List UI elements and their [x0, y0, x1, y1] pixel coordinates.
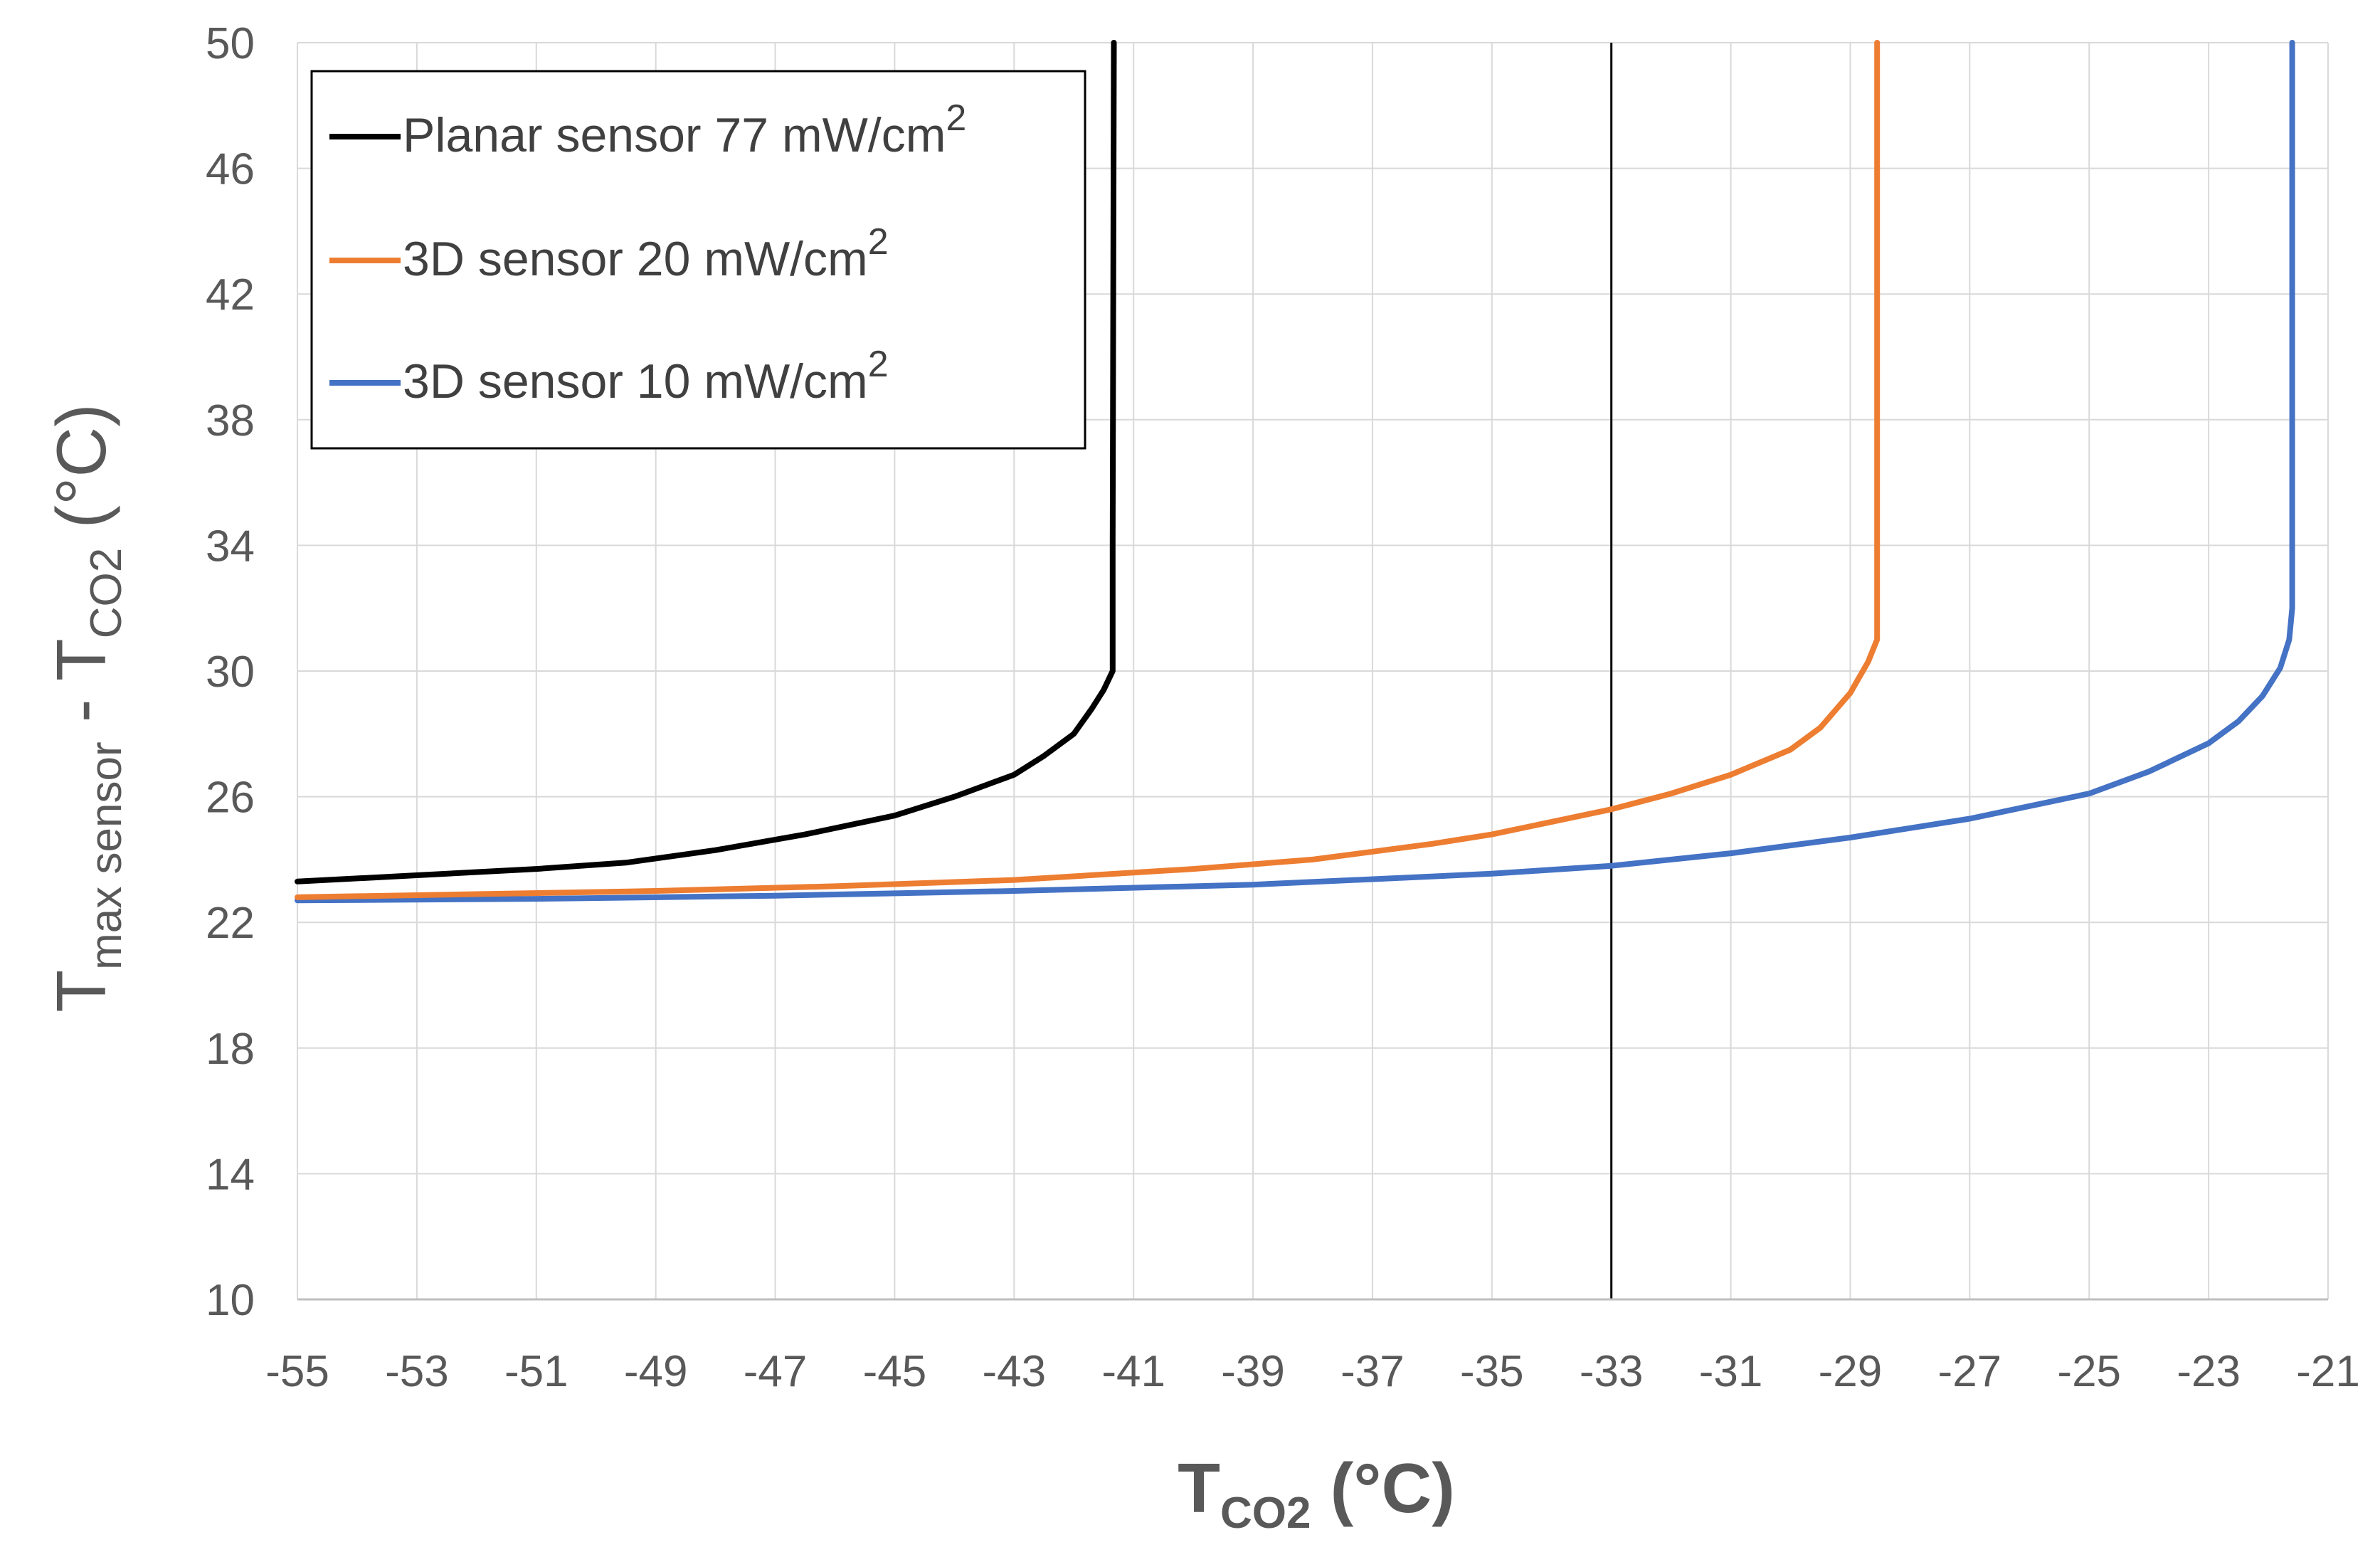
- legend-label-3d-10: 3D sensor 10 mW/cm2: [403, 344, 889, 408]
- x-tick-label: -29: [1819, 1347, 1883, 1396]
- x-tick-label: -33: [1580, 1347, 1644, 1396]
- x-tick-label: -27: [1938, 1347, 2002, 1396]
- y-tick-label: 42: [206, 270, 255, 320]
- x-tick-label: -47: [744, 1347, 808, 1396]
- y-tick-label: 38: [206, 396, 255, 445]
- y-tick-label: 10: [206, 1276, 255, 1325]
- series-line-3d-20: [295, 40, 1881, 900]
- series-line-3d-10: [295, 40, 2295, 904]
- x-tick-label: -23: [2177, 1347, 2241, 1396]
- legend-box: [310, 70, 1086, 450]
- y-tick-label: 46: [206, 145, 255, 194]
- legend-label-planar: Planar sensor 77 mW/cm2: [403, 97, 966, 162]
- x-tick-label: -31: [1699, 1347, 1763, 1396]
- series-lines: [295, 40, 2295, 904]
- x-tick-label: -51: [504, 1347, 568, 1396]
- x-tick-label: -49: [624, 1347, 688, 1396]
- legend: Planar sensor 77 mW/cm2 3D sensor 20 mW/…: [310, 70, 1086, 450]
- legend-label-3d-20: 3D sensor 20 mW/cm2: [403, 221, 889, 286]
- x-tick-label: -45: [863, 1347, 927, 1396]
- x-axis-title: TCO2 (°C): [1178, 1449, 1455, 1538]
- x-tick-label: -39: [1221, 1347, 1285, 1396]
- y-tick-label: 30: [206, 648, 255, 697]
- y-tick-label: 14: [206, 1150, 255, 1199]
- x-tick-label: -21: [2296, 1347, 2360, 1396]
- y-tick-label: 26: [206, 774, 255, 823]
- y-tick-label: 18: [206, 1025, 255, 1074]
- x-tick-label: -55: [265, 1347, 329, 1396]
- x-tick-label: -37: [1340, 1347, 1405, 1396]
- x-tick-label: -25: [2057, 1347, 2121, 1396]
- x-tick-label: -53: [385, 1347, 449, 1396]
- x-tick-label: -35: [1460, 1347, 1524, 1396]
- y-tick-label: 34: [206, 522, 255, 571]
- y-tick-label: 50: [206, 19, 255, 68]
- series-line-planar-77: [295, 40, 1117, 885]
- y-tick-label: 22: [206, 899, 255, 948]
- x-tick-label: -43: [982, 1347, 1046, 1396]
- x-tick-label: -41: [1101, 1347, 1165, 1396]
- y-axis-title: Tmax sensor - TCO2 (°C): [42, 403, 131, 1012]
- tick-labels: -55 -53 -51 -49 -47 -45 -43 -41 -39 -37 -35 -33 -31 -…: [206, 19, 2360, 1396]
